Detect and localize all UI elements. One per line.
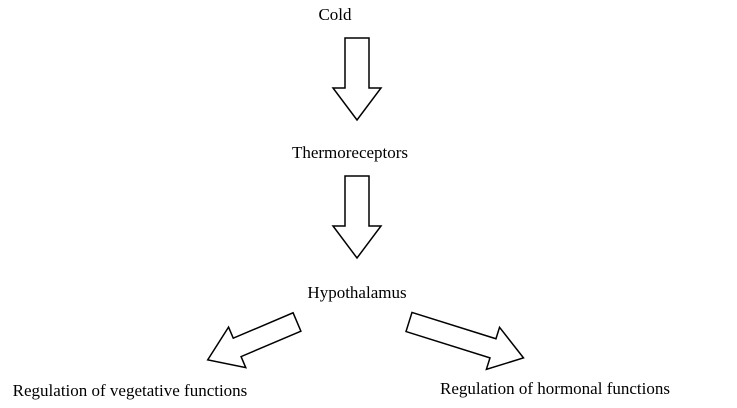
node-label: Thermoreceptors [292,143,408,162]
arrow [206,311,302,369]
node-label: Hypothalamus [307,283,406,302]
node-label: Cold [318,5,352,24]
arrow [405,311,525,371]
node-label: Regulation of hormonal functions [440,379,670,398]
node-label: Regulation of vegetative functions [13,381,248,400]
arrow [331,175,383,260]
arrow [331,37,383,122]
